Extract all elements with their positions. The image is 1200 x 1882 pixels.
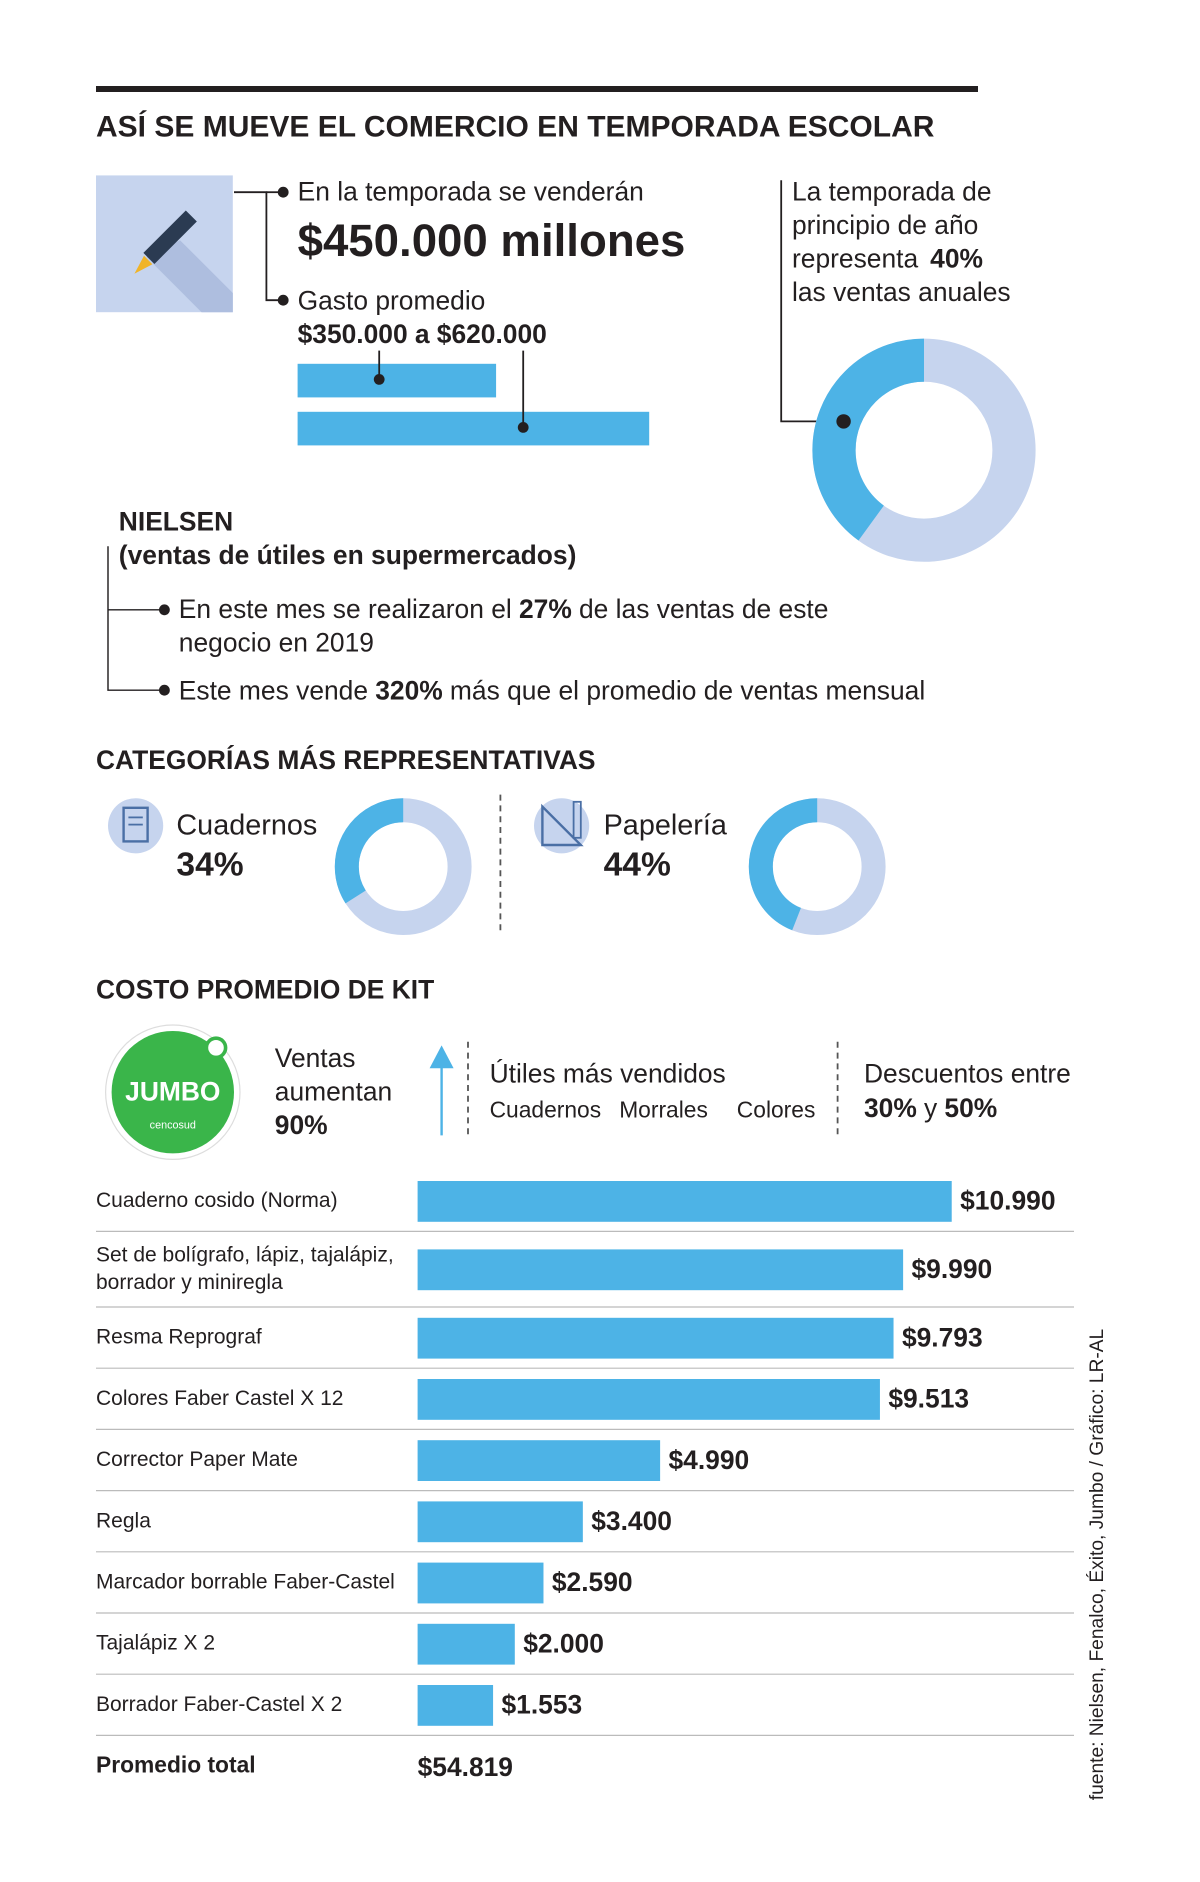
bar [417,1440,661,1481]
logo-text: JUMBO [125,1076,220,1106]
sales-value: 90% [275,1110,328,1140]
value-label: $2.000 [523,1628,604,1658]
donut-segment [334,798,472,935]
value-label: $620.000 [437,319,547,349]
source: fuente: Nielsen, Fenalco, Éxito, Jumbo /… [1087,1328,1108,1800]
value-label: 34% [176,846,243,883]
top-item: Morrales [619,1096,708,1122]
value-label: $9.513 [888,1384,969,1414]
sales-text: aumentan [275,1076,392,1106]
text: Este mes vende [179,676,368,706]
category-label: Colores Faber Castel X 12 [96,1387,343,1410]
discount-range: 30% y 50% [864,1093,997,1123]
value-label: 40% [930,244,983,274]
connector [107,546,161,691]
stationery-icon [534,798,590,854]
notebook-icon [108,798,164,854]
category-label: Tajalápiz X 2 [96,1632,215,1655]
donut-text: La temporada de [792,176,992,206]
text: La temporada de [792,176,992,206]
bar [417,1685,494,1726]
bar [417,1623,515,1665]
text: En este mes se realizaron el [179,594,512,624]
bar [297,363,497,398]
value-label: $4.990 [669,1445,750,1475]
category-label: Corrector Paper Mate [96,1448,298,1471]
title: ASÍ SE MUEVE EL COMERCIO EN TEMPORADA ES… [96,110,935,144]
pencil-icon [96,175,233,313]
top-title: Útiles más vendidos [490,1058,726,1088]
category-name: Papelería [604,810,728,842]
text: más que el promedio de ventas mensual [450,676,925,706]
discount-title: Descuentos entre [864,1058,1071,1088]
chart-title: Gasto promedio [298,286,486,316]
value-label: $9.990 [912,1254,993,1284]
nielsen-subtitle: (ventas de útiles en supermercados) [119,540,577,570]
bar [417,1379,880,1420]
joiner: y [924,1093,938,1123]
value-label: $9.793 [902,1322,983,1352]
donut-text: las ventas anuales [792,277,1011,307]
sales-text: Ventas [275,1043,356,1073]
bar [417,1501,583,1543]
connector-text: a [415,319,430,349]
top-item: Colores [737,1096,816,1122]
bullet-dot [277,294,289,306]
donut-segment [812,338,1036,562]
arrow-head [429,1045,454,1069]
bullet-dot [159,604,170,616]
category-label: Marcador borrable Faber-Castel [96,1571,395,1594]
text: principio de año [792,210,978,240]
text: de las ventas de este [579,594,828,624]
nielsen-title: NIELSEN [119,506,233,536]
value-label: $1.553 [501,1690,582,1720]
bullet-dot [159,684,170,696]
value-label: $350.000 [298,319,408,349]
connector [234,191,281,302]
section-title: COSTO PROMEDIO DE KIT [96,974,434,1004]
range-label: $350.000 a $620.000 [298,319,547,349]
section-title: CATEGORÍAS MÁS REPRESENTATIVAS [96,745,596,775]
donut-text: principio de año [792,210,978,240]
logo-subtext: cencosud [150,1120,196,1132]
bar [417,1249,904,1291]
season-amount: $450.000 millones [298,215,686,266]
bullet-text: negocio en 2019 [179,628,374,658]
highlight: 320% [375,676,443,706]
top-item: Cuadernos [490,1096,602,1122]
category-label: Resma Reprograf [96,1326,262,1349]
text: representa [792,244,918,274]
total-label: Promedio total [96,1752,256,1778]
category-label: Regla [96,1509,151,1532]
total-value: $54.819 [418,1752,513,1782]
season-text: En la temporada se venderán [298,176,644,206]
pointer-dot [517,422,529,433]
category-label: Set de bolígrafo, lápiz, tajalápiz, borra… [96,1243,394,1294]
bar [417,1181,952,1222]
bar [417,1317,894,1359]
jumbo-logo: JUMBO cencosud [104,1024,241,1160]
bullet-dot [277,186,289,198]
pointer-dot [373,374,385,385]
pointer-dot [836,414,851,429]
category-label: Borrador Faber-Castel X 2 [96,1693,342,1716]
bullet-text: En este mes se realizaron el 27% de las ve… [179,594,829,624]
category-name: Cuadernos [176,810,317,842]
value-label: $2.590 [552,1567,633,1597]
category-label: Cuaderno cosido (Norma) [96,1189,338,1212]
value-label: 44% [604,846,671,883]
discount-high: 50% [944,1093,997,1123]
bullet-text: Este mes vende 320% más que el promedio de… [179,676,925,706]
value-label: $3.400 [591,1506,672,1536]
discount-low: 30% [864,1093,917,1123]
bar [417,1562,544,1604]
bar [297,411,650,446]
donut-segment [748,798,886,935]
donut-text: representa 40% [792,244,983,274]
highlight: 27% [519,594,572,624]
value-label: $10.990 [960,1186,1055,1216]
